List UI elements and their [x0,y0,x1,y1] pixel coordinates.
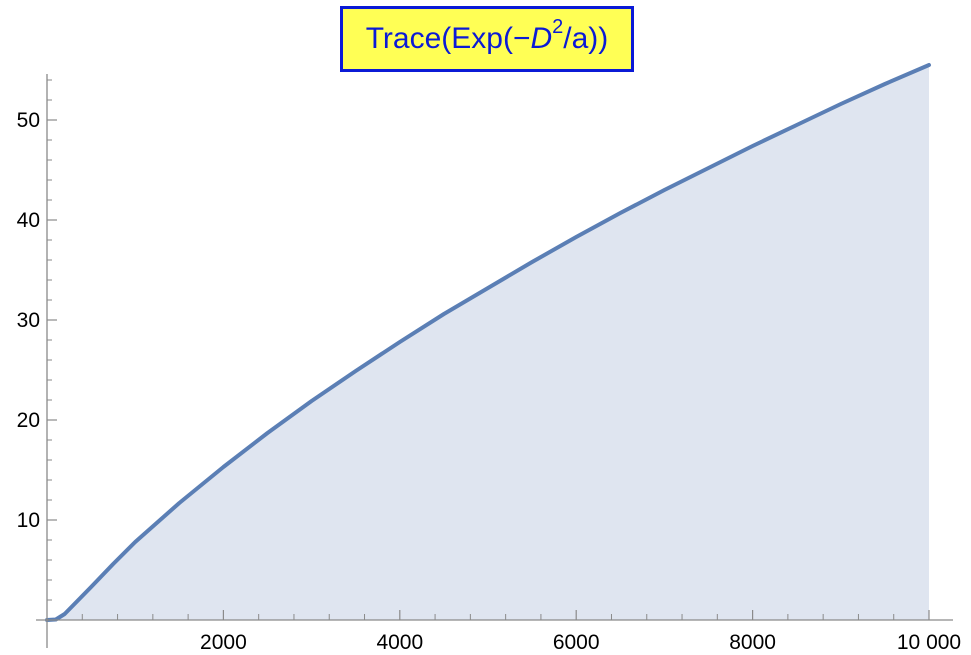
y-tick-label: 50 [17,109,40,132]
line-layer [45,63,931,622]
title-prefix: Trace(Exp(− [365,22,531,55]
y-tick-label: 40 [17,209,40,232]
x-tick-label: 10 000 [897,631,961,654]
x-tick-label: 6000 [553,631,600,654]
axis-layer: 2000 4000 6000 8000 10 000 10 20 30 40 50 [17,74,961,654]
y-tick-label: 10 [17,509,40,532]
title-exponent: 2 [552,15,564,38]
y-tick-label: 30 [17,309,40,332]
x-tick-label: 8000 [729,631,776,654]
title-variable: D [530,22,553,55]
area-fill [47,65,929,620]
y-tick-label: 20 [17,409,40,432]
series-line [45,63,931,622]
area-layer [47,65,929,620]
x-tick-label: 2000 [200,631,247,654]
title-suffix: /a)) [563,22,609,55]
chart-title: Trace(Exp(− D 2 /a)) [340,6,634,72]
x-tick-label: 4000 [376,631,423,654]
